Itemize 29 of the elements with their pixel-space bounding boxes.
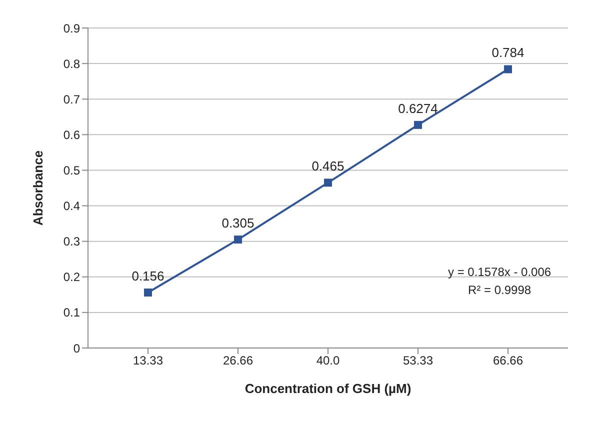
x-axis-title: Concentration of GSH (µM)	[244, 381, 412, 396]
x-tick-label: 26.66	[222, 354, 254, 368]
y-tick-label: 0	[73, 341, 80, 356]
point	[504, 65, 512, 74]
data-label: 0.6274	[398, 100, 438, 116]
y-tick-label: 0.1	[63, 306, 80, 320]
data-label: 0.784	[492, 45, 524, 60]
y-tick-label: 0.2	[63, 270, 80, 284]
x-tick-label: 66.66	[492, 354, 524, 368]
data-label: 0.305	[222, 216, 254, 231]
point	[234, 236, 242, 244]
y-axis-title: Absorbance	[30, 150, 46, 226]
x-tick-label: 53.33	[402, 354, 434, 368]
y-tick-label: 0.6	[63, 128, 80, 142]
y-tick-label: 0.5	[63, 163, 80, 178]
point	[414, 120, 422, 129]
y-tick-label: 0.3	[63, 234, 80, 249]
point	[324, 178, 332, 187]
x-tick-label: 13.33	[132, 354, 164, 368]
data-label: 0.465	[312, 158, 344, 174]
x-tick-label: 40.0	[316, 354, 340, 368]
annotation: y = 0.1578x - 0.006	[448, 264, 552, 281]
y-tick-label: 0.8	[63, 56, 80, 71]
data-label: 0.156	[132, 268, 164, 284]
y-tick-label: 0.9	[63, 21, 80, 36]
point	[144, 288, 152, 297]
annotation: R² = 0.9998	[467, 282, 532, 299]
y-tick-label: 0.7	[63, 92, 80, 106]
y-tick-label: 0.4	[63, 199, 80, 214]
